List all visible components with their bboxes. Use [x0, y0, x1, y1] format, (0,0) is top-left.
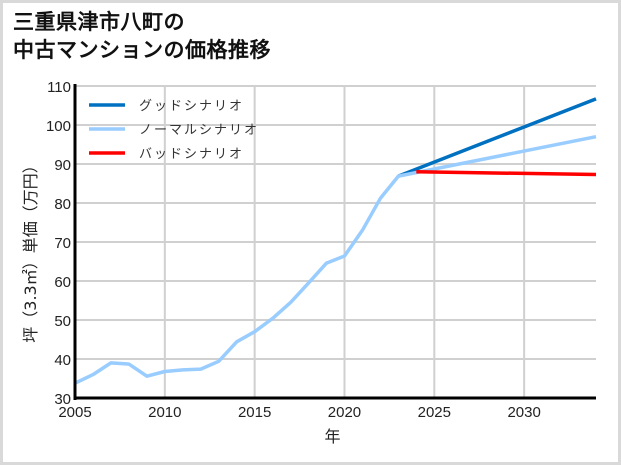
y-tick-label: 90: [54, 157, 71, 174]
legend-label: グッドシナリオ: [139, 99, 244, 114]
title-line-2: 中古マンションの価格推移: [13, 38, 271, 62]
legend-label: ノーマルシナリオ: [139, 123, 259, 138]
x-tick-label: 2010: [148, 404, 181, 421]
y-tick-label: 60: [54, 274, 71, 291]
y-tick-label: 80: [54, 196, 71, 213]
chart-title: 三重県津市八町の 中古マンションの価格推移: [13, 8, 271, 64]
series-line-2: [416, 170, 597, 177]
y-tick-label: 30: [54, 391, 71, 408]
series-line-1: [74, 134, 597, 385]
x-tick-label: 2025: [418, 404, 451, 421]
y-tick-label: 110: [47, 79, 71, 96]
x-tick-label: 2030: [507, 404, 540, 421]
y-axis-label: 坪（3.3㎡）単価（万円）: [21, 157, 40, 342]
y-tick-label: 50: [54, 313, 71, 330]
y-tick-label: 100: [46, 118, 71, 135]
x-tick-label: 2005: [58, 404, 91, 421]
y-tick-label: 70: [54, 235, 71, 252]
series-line-0: [397, 97, 597, 178]
chart-frame: [3, 3, 618, 462]
title-line-1: 三重県津市八町の: [13, 10, 185, 34]
x-tick-label: 2020: [328, 404, 361, 421]
x-axis-label: 年: [324, 427, 340, 446]
y-tick-label: 40: [54, 352, 71, 369]
legend-label: バッドシナリオ: [139, 147, 244, 162]
x-tick-label: 2015: [238, 404, 271, 421]
